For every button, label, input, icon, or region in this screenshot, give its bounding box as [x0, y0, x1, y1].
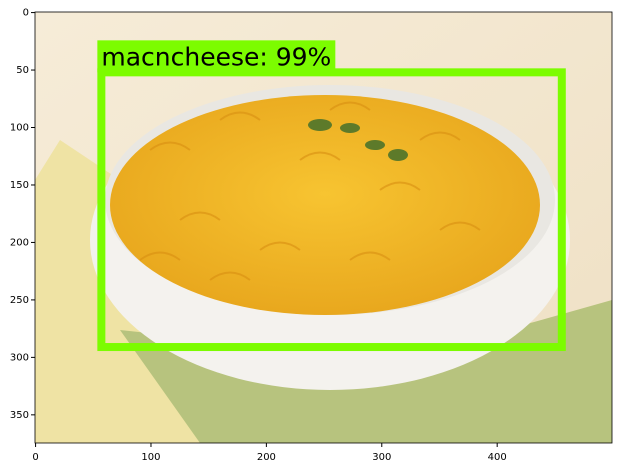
x-tick-label: 100	[141, 452, 160, 463]
x-tick-label: 0	[32, 452, 38, 463]
x-tick-label: 300	[372, 452, 391, 463]
label-background	[97, 40, 336, 73]
y-tick-label: 300	[10, 352, 29, 363]
photo	[35, 12, 612, 443]
axes-frame	[34, 11, 613, 444]
y-tick-label: 150	[10, 180, 29, 191]
y-tick-label: 350	[10, 410, 29, 421]
x-tick-label: 200	[257, 452, 276, 463]
detection-label: macncheese: 99%	[101, 42, 331, 71]
y-tick-label: 0	[23, 8, 29, 19]
y-tick-label: 50	[16, 65, 29, 76]
x-tick-label: 400	[488, 452, 507, 463]
y-tick-label: 100	[10, 123, 29, 134]
y-tick-label: 250	[10, 295, 29, 306]
y-tick-label: 200	[10, 237, 29, 248]
